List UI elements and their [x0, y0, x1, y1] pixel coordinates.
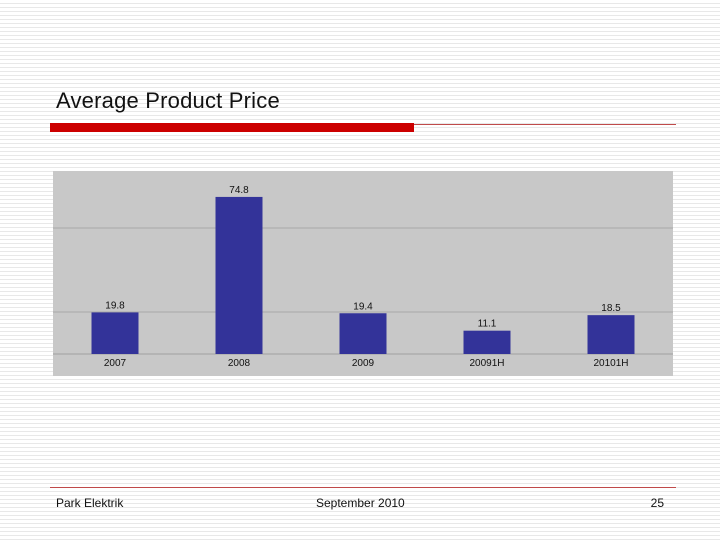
- bar: [339, 313, 387, 354]
- slide-title: Average Product Price: [56, 88, 280, 113]
- footer-divider-line: [50, 487, 676, 488]
- x-tick-label: 2009: [352, 358, 375, 369]
- footer-date: September 2010: [316, 496, 405, 510]
- x-tick-label: 2007: [104, 358, 127, 369]
- x-tick-label: 20091H: [469, 358, 504, 369]
- data-label: 19.4: [353, 301, 373, 312]
- x-tick-label: 20101H: [593, 358, 628, 369]
- bar: [463, 330, 511, 354]
- data-label: 74.8: [229, 185, 249, 196]
- bar-chart: 19.8 2007 74.8 2008 19.4 2009 11.1 20091H 18.5 20…: [53, 171, 673, 376]
- data-label: 11.1: [478, 319, 497, 330]
- bar: [587, 315, 635, 354]
- bar: [215, 196, 263, 354]
- x-tick-label: 2008: [228, 358, 251, 369]
- footer-company: Park Elektrik: [56, 496, 124, 510]
- title-accent-bar: [50, 123, 414, 132]
- data-label: 19.8: [105, 300, 125, 311]
- page-number: 25: [650, 496, 664, 510]
- data-label: 18.5: [601, 303, 621, 314]
- bar-chart-plot: 19.8 2007 74.8 2008 19.4 2009 11.1 20091H 18.5 20…: [53, 185, 673, 369]
- bar: [91, 312, 139, 354]
